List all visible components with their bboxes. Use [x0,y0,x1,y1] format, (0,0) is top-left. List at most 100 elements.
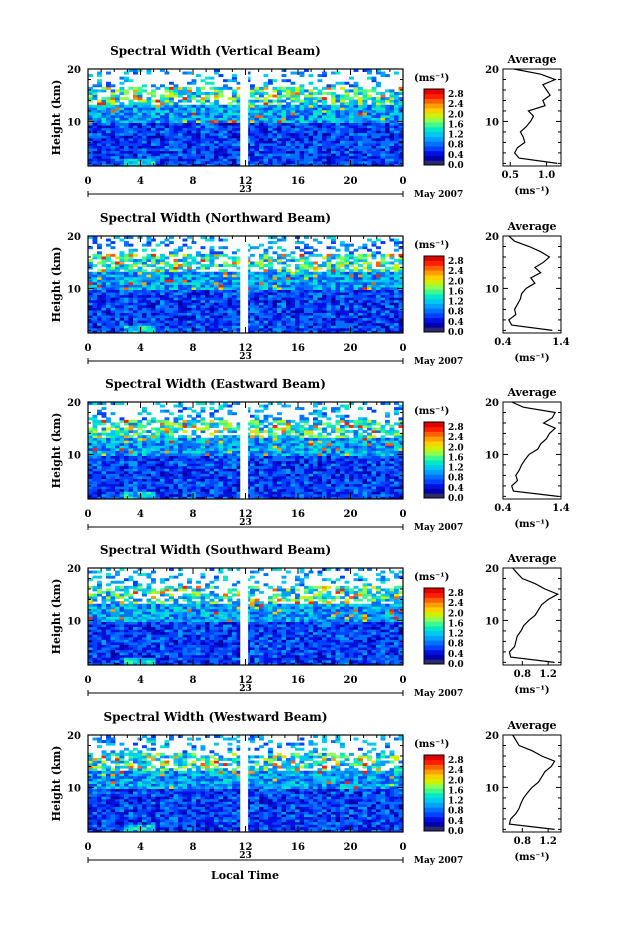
heatmap-cell [119,97,125,101]
heatmap-cell [299,496,305,499]
heatmap-cell [155,99,161,103]
heatmap-cell [367,76,372,80]
heatmap-cell [124,137,129,141]
heatmap-cell [367,163,372,166]
heatmap-cell [295,132,300,136]
heatmap-cell [169,483,174,487]
heatmap-cell [290,320,296,324]
heatmap-cell [313,294,318,298]
colorbar-segment [424,89,444,95]
heatmap-cell [128,486,134,490]
heatmap-cell [254,143,260,146]
heatmap-cell [223,317,228,321]
heatmap-cell [263,271,269,275]
heatmap-cell [376,304,381,308]
heatmap-cell [169,488,174,492]
profile-y-tick-label: 20 [485,65,499,76]
heatmap-cell [169,320,174,324]
heatmap-cell [133,320,138,324]
heatmap-cell [236,160,242,164]
heatmap-cell [268,148,273,152]
heatmap-cell [331,320,336,324]
heatmap-cell [223,84,228,88]
heatmap-cell [133,102,138,106]
heatmap-cell [155,287,161,290]
heatmap-cell [250,327,255,331]
heatmap-cell [317,97,323,101]
heatmap-cell [295,299,300,303]
heatmap-cell [218,150,224,154]
heatmap-cell [290,330,296,333]
heatmap-cell [178,287,183,290]
heatmap-cell [155,135,161,139]
heatmap-cell [88,264,93,268]
heatmap-cell [290,258,296,262]
heatmap-cell [218,325,224,329]
heatmap-cell [254,496,260,499]
heatmap-cell [146,107,152,111]
heatmap-cell [380,322,386,326]
heatmap-cell [227,310,233,313]
heatmap-cell [92,160,98,164]
heatmap-cell [205,140,210,144]
heatmap-cell [281,287,287,290]
heatmap-cell [340,292,345,296]
heatmap-cell [227,315,233,319]
heatmap-cell [209,125,215,129]
heatmap-cell [389,94,395,98]
heatmap-cell [340,94,345,98]
heatmap-cell [344,317,350,321]
heatmap-cell [349,117,354,121]
heatmap-cell [263,327,269,331]
heatmap-cell [358,322,363,326]
heatmap-cell [155,271,161,275]
heatmap-cell [367,284,372,288]
heatmap-cell [214,104,219,108]
heatmap-cell [259,315,264,319]
heatmap-cell [268,104,273,108]
heatmap-cell [160,153,165,157]
heatmap-cell [304,486,309,490]
heatmap-cell [146,140,152,144]
heatmap-cell [191,327,197,331]
heatmap-cell [335,125,341,129]
heatmap-cell [218,297,224,301]
heatmap-cell [331,148,336,152]
heatmap-cell [349,148,354,152]
heatmap-cell [308,150,314,154]
heatmap-cell [281,253,287,257]
heatmap-cell [232,76,237,80]
heatmap-cell [101,137,107,141]
heatmap-cell [389,271,395,275]
heatmap-cell [286,86,291,90]
heatmap-cell [142,102,147,106]
heatmap-cell [394,241,399,245]
heatmap-cell [263,143,269,146]
heatmap-cell [281,137,287,141]
heatmap-cell [227,276,233,280]
heatmap-cell [308,322,314,326]
heatmap-cell [322,102,327,106]
heatmap-cell [349,292,354,296]
heatmap-cell [110,137,116,141]
heatmap-cell [110,483,116,487]
heatmap-cell [250,287,255,290]
heatmap-cell [389,274,395,278]
heatmap-cell [281,496,287,499]
heatmap-cell [394,327,399,331]
heatmap-cell [88,74,93,78]
heatmap-cell [214,276,219,280]
heatmap-cell [268,493,273,497]
heatmap-cell [349,125,354,129]
heatmap-cell [178,127,183,131]
heatmap-cell [236,117,242,121]
heatmap-cell [308,289,314,293]
heatmap-cell [380,114,386,118]
heatmap-cell [304,236,309,239]
heatmap-cell [137,327,143,331]
heatmap-cell [299,284,305,288]
colorbar-tick-label: 2.8 [448,90,464,100]
heatmap-cell [232,299,237,303]
heatmap-cell [340,281,345,285]
heatmap-cell [344,299,350,303]
